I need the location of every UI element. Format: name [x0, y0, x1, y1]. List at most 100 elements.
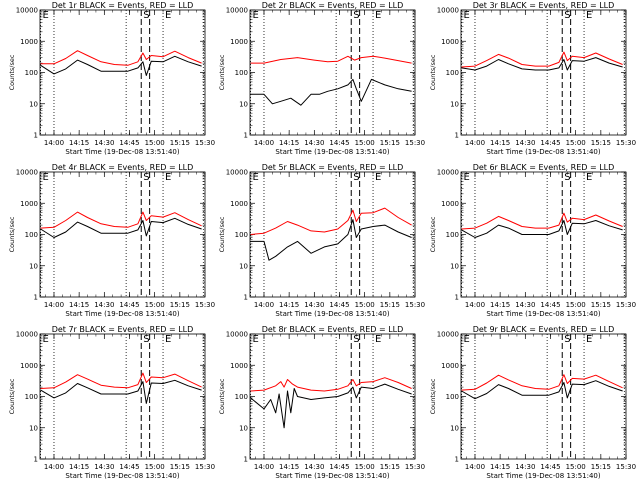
y-tick-label: 100: [446, 231, 459, 239]
x-tick-label: 15:15: [591, 139, 611, 147]
y-tick-label: 10000: [226, 169, 248, 177]
x-tick-label: 14:30: [304, 301, 324, 309]
y-tick-label: 10: [29, 100, 38, 108]
y-tick-label: 10: [29, 262, 38, 270]
x-tick-label: 14:45: [540, 463, 560, 471]
marker-label: E: [253, 334, 259, 345]
y-axis-label: Counts/sec: [429, 378, 437, 414]
panel-det-7: Det 7r BLACK = Events, RED = LLD 1 10 100 10…: [8, 325, 215, 480]
x-tick-label: 14:45: [540, 301, 560, 309]
x-tick-label: 14:45: [329, 301, 349, 309]
plot-frame: [39, 9, 206, 136]
panel-det-3: Det 3r BLACK = Events, RED = LLD 1 10 100 10…: [429, 1, 636, 156]
y-axis-label: Counts/sec: [218, 378, 226, 414]
panel-title: Det 3r BLACK = Events, RED = LLD: [473, 1, 615, 10]
y-tick-label: 1000: [441, 38, 459, 46]
x-tick-label: 14:45: [329, 463, 349, 471]
y-axis-label: Counts/sec: [429, 216, 437, 252]
x-tick-label: 15:15: [380, 139, 400, 147]
panel-title: Det 1r BLACK = Events, RED = LLD: [52, 1, 194, 10]
y-tick-label: 1: [455, 132, 459, 140]
panel-det-5: Det 5r BLACK = Events, RED = LLD 1 10 100 10…: [218, 163, 425, 318]
marker-label: E: [464, 172, 470, 183]
panel-det-6: Det 6r BLACK = Events, RED = LLD 1 10 100 10…: [429, 163, 636, 318]
x-tick-label: 14:15: [69, 463, 89, 471]
x-tick-label: 14:15: [490, 139, 510, 147]
x-tick-label: 14:15: [279, 301, 299, 309]
x-tick-label: 14:00: [44, 301, 64, 309]
x-tick-label: 14:45: [119, 463, 139, 471]
y-tick-label: 100: [446, 69, 459, 77]
x-tick-label: 14:15: [69, 139, 89, 147]
y-tick-label: 1000: [20, 38, 38, 46]
marker-label: S: [353, 10, 359, 21]
y-tick-label: 100: [235, 69, 248, 77]
y-tick-label: 1000: [230, 200, 248, 208]
y-tick-label: 1: [244, 294, 248, 302]
y-tick-label: 100: [25, 69, 38, 77]
y-tick-label: 1: [34, 132, 38, 140]
x-tick-label: 15:15: [170, 463, 190, 471]
y-tick-label: 10000: [437, 7, 459, 15]
marker-label: E: [375, 10, 381, 21]
x-tick-label: 15:30: [616, 139, 636, 147]
marker-label: E: [43, 10, 49, 21]
x-tick-label: 14:00: [465, 139, 485, 147]
y-tick-label: 10000: [16, 7, 38, 15]
x-tick-label: 14:15: [279, 463, 299, 471]
x-axis-label: Start Time (19-Dec-08 13:51:40): [486, 472, 600, 480]
x-tick-label: 15:30: [616, 301, 636, 309]
marker-label: E: [464, 334, 470, 345]
events-series-line: [40, 379, 202, 404]
x-tick-label: 14:15: [490, 301, 510, 309]
y-tick-label: 10: [450, 100, 459, 108]
x-axis-label: Start Time (19-Dec-08 13:51:40): [275, 148, 389, 156]
y-tick-label: 100: [235, 393, 248, 401]
y-tick-label: 1: [244, 132, 248, 140]
panel-title: Det 4r BLACK = Events, RED = LLD: [52, 163, 194, 172]
y-tick-label: 10: [239, 262, 248, 270]
y-tick-label: 1000: [441, 200, 459, 208]
x-tick-label: 15:15: [591, 301, 611, 309]
y-tick-label: 100: [25, 231, 38, 239]
plot-frame: [460, 333, 627, 460]
x-tick-label: 15:00: [566, 301, 586, 309]
panel-det-1: Det 1r BLACK = Events, RED = LLD 1 10 100 10…: [8, 1, 215, 156]
x-tick-label: 15:30: [195, 139, 215, 147]
x-tick-label: 14:00: [465, 463, 485, 471]
y-axis-label: Counts/sec: [8, 378, 16, 414]
x-tick-label: 14:30: [515, 301, 535, 309]
events-series-line: [40, 217, 202, 238]
lld-series-line: [40, 50, 202, 66]
marker-label: E: [586, 172, 592, 183]
x-axis-label: Start Time (19-Dec-08 13:51:40): [65, 472, 179, 480]
y-tick-label: 10: [450, 262, 459, 270]
x-tick-label: 14:30: [94, 139, 114, 147]
marker-label: S: [353, 334, 359, 345]
lld-series-line: [461, 374, 623, 391]
x-tick-label: 14:30: [304, 463, 324, 471]
x-tick-label: 15:00: [355, 301, 375, 309]
x-tick-label: 15:00: [355, 463, 375, 471]
y-tick-label: 1000: [20, 362, 38, 370]
x-tick-label: 14:45: [119, 301, 139, 309]
x-tick-label: 14:45: [119, 139, 139, 147]
x-tick-label: 14:15: [279, 139, 299, 147]
y-tick-label: 1: [244, 456, 248, 464]
panel-det-8: Det 8r BLACK = Events, RED = LLD 1 10 100 10…: [218, 325, 425, 480]
y-axis-label: Counts/sec: [429, 54, 437, 90]
panel-title: Det 7r BLACK = Events, RED = LLD: [52, 325, 194, 334]
x-tick-label: 15:00: [145, 139, 165, 147]
y-tick-label: 100: [446, 393, 459, 401]
x-axis-label: Start Time (19-Dec-08 13:51:40): [65, 310, 179, 318]
x-tick-label: 14:15: [490, 463, 510, 471]
marker-label: E: [43, 172, 49, 183]
plot-frame: [39, 333, 206, 460]
marker-label: S: [143, 334, 149, 345]
x-tick-label: 15:15: [170, 139, 190, 147]
marker-label: E: [165, 10, 171, 21]
marker-label: E: [43, 334, 49, 345]
marker-label: E: [253, 10, 259, 21]
x-tick-label: 15:00: [145, 463, 165, 471]
y-tick-label: 1: [455, 294, 459, 302]
